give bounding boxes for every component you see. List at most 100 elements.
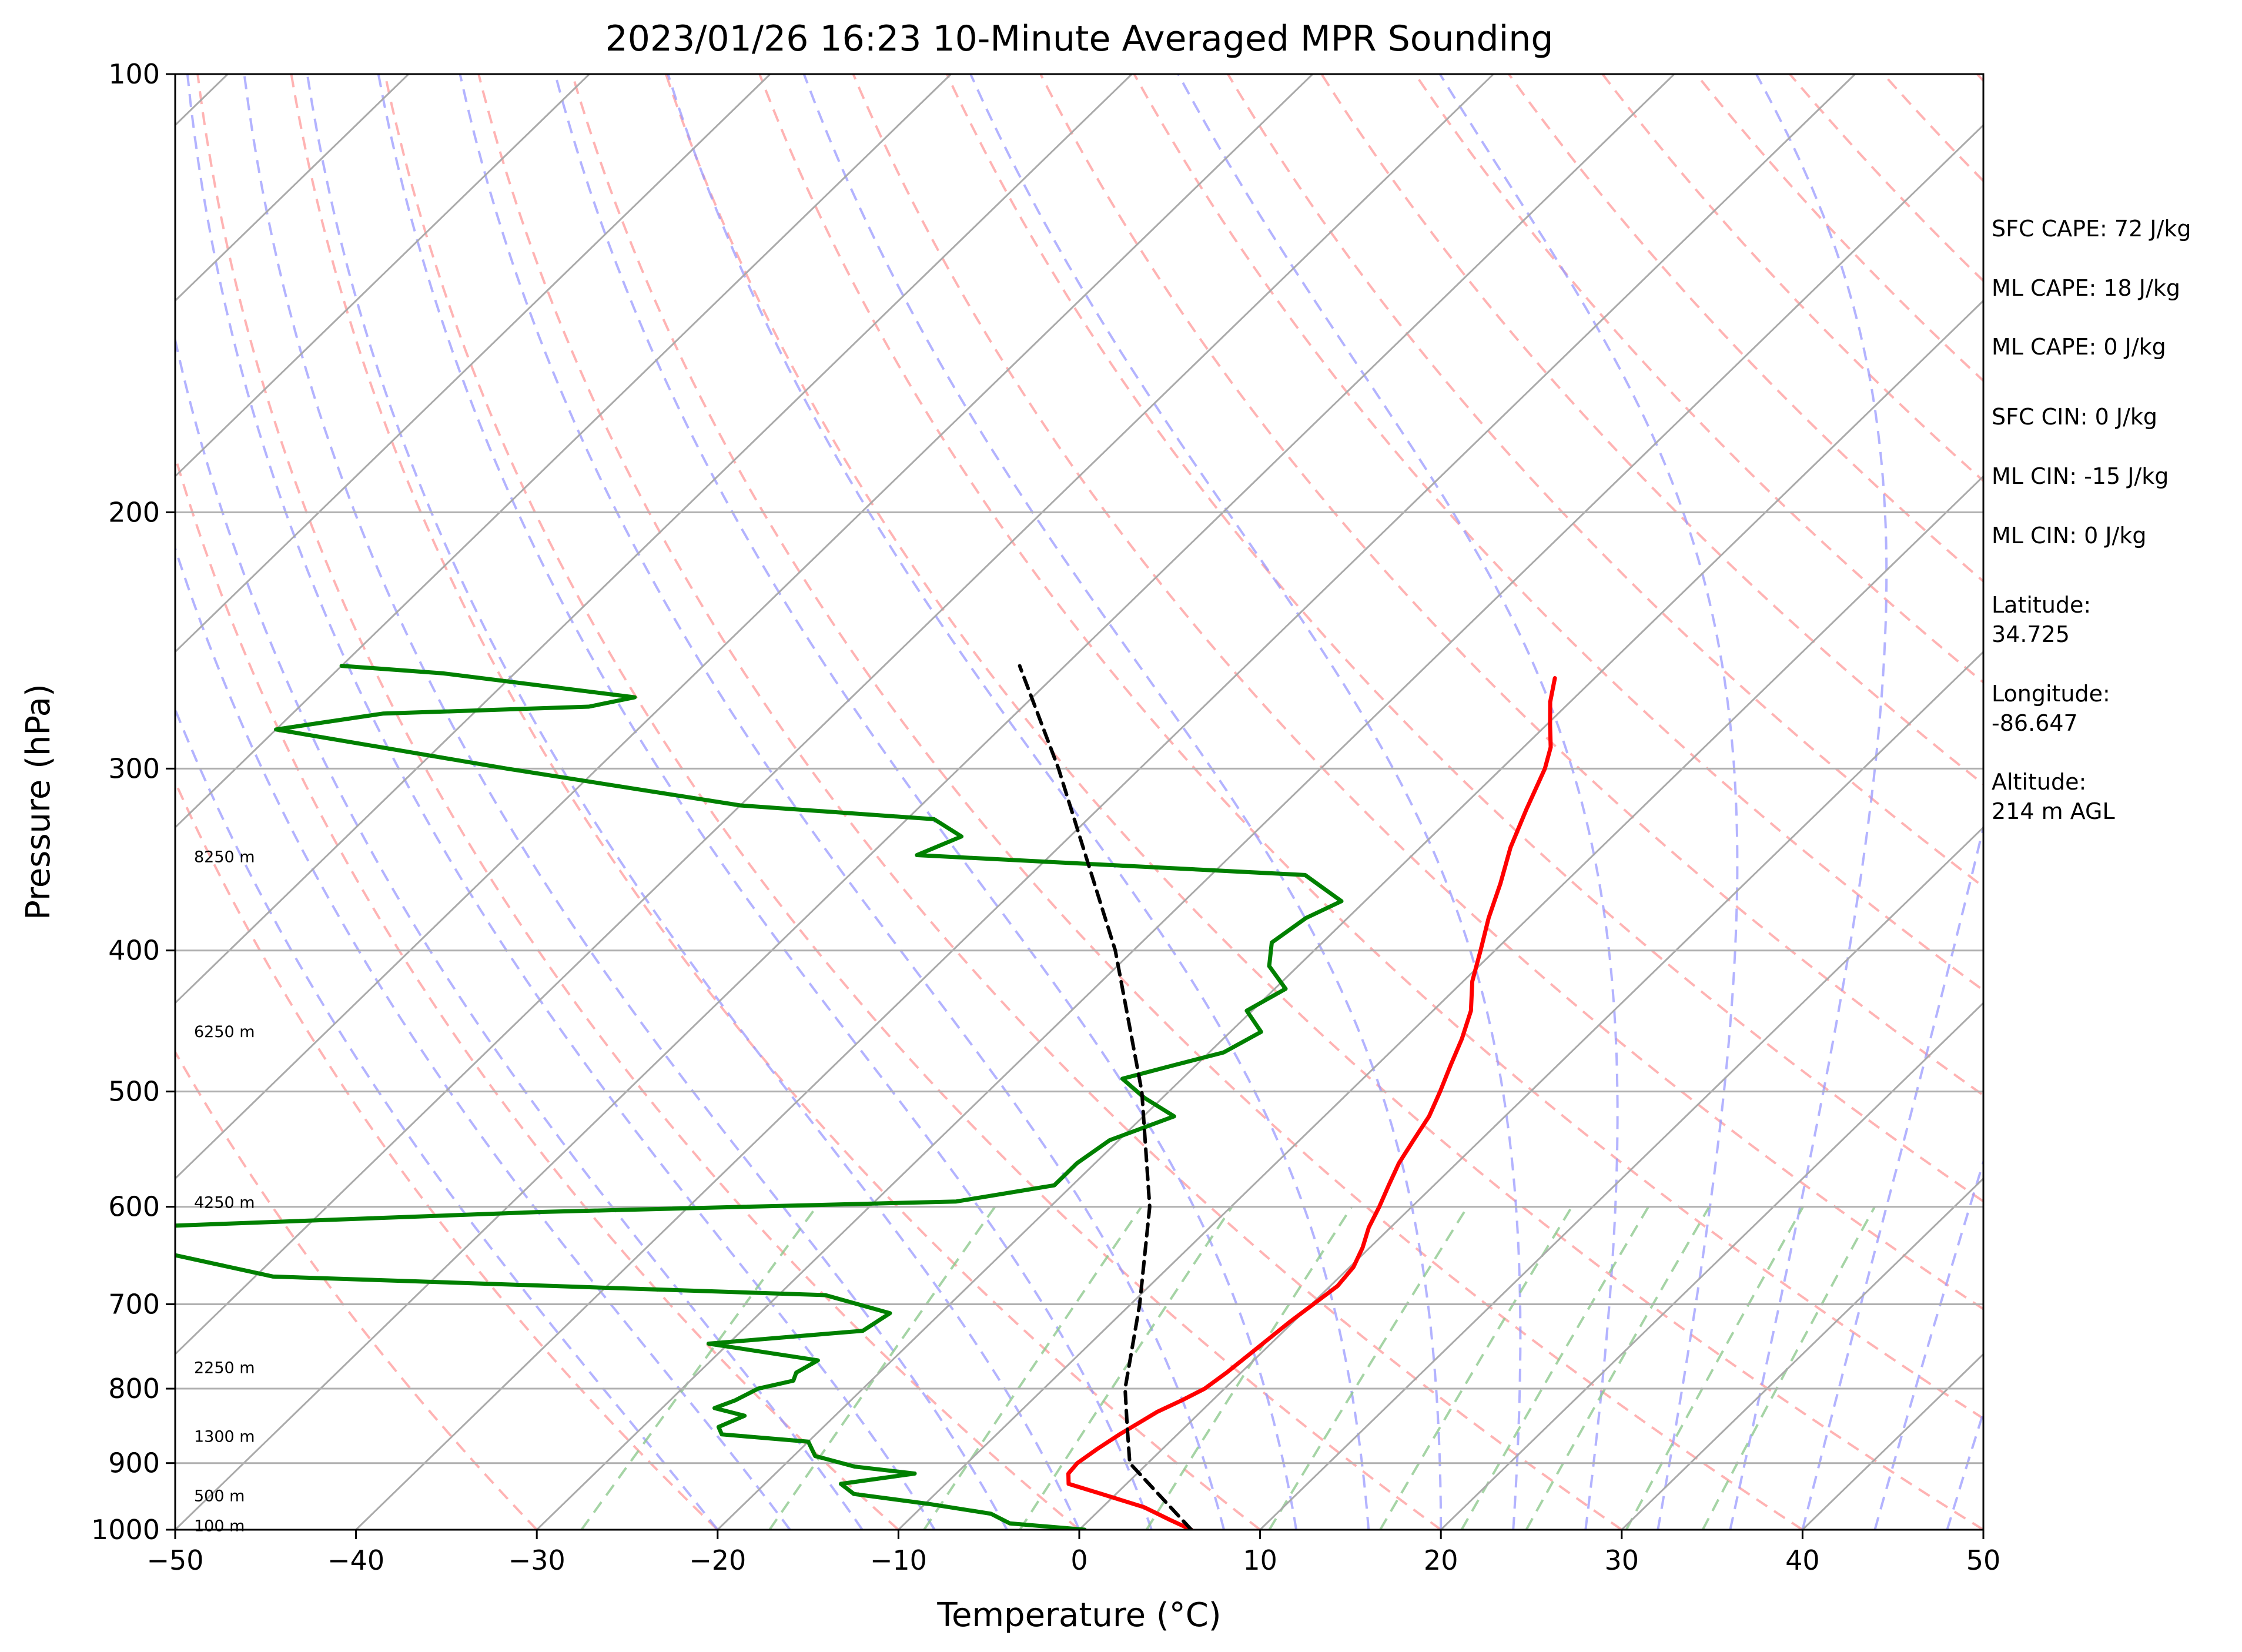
dry-adiabat bbox=[1601, 74, 1983, 483]
info-line: Longitude: bbox=[1992, 681, 2110, 707]
dry-adiabat bbox=[477, 74, 1622, 1530]
dry-adiabat bbox=[1039, 74, 1983, 1097]
mixing-ratio-line bbox=[1145, 1206, 1353, 1530]
moist-adiabat bbox=[802, 74, 1443, 1530]
height-label: 100 m bbox=[194, 1517, 245, 1536]
dry-adiabat bbox=[758, 74, 1983, 1420]
moist-adiabat bbox=[175, 706, 719, 1530]
height-label: 1300 m bbox=[194, 1428, 255, 1446]
x-tick-label: −30 bbox=[508, 1544, 565, 1576]
y-tick-label: 500 bbox=[108, 1076, 160, 1108]
profile-lines bbox=[175, 664, 1557, 1530]
info-line: SFC CAPE: 72 J/kg bbox=[1992, 216, 2191, 242]
mixing-ratio-line bbox=[1019, 1206, 1233, 1530]
dry-adiabat bbox=[1695, 74, 1983, 383]
moist-adiabat bbox=[554, 74, 1298, 1530]
height-label: 8250 m bbox=[194, 848, 255, 867]
moist-adiabat bbox=[186, 74, 936, 1530]
dry-adiabat bbox=[1133, 74, 1983, 992]
moist-adiabat bbox=[1438, 74, 1739, 1530]
y-tick-label: 700 bbox=[108, 1288, 160, 1320]
dry-adiabat bbox=[945, 74, 1983, 1203]
x-tick-label: −20 bbox=[689, 1544, 746, 1576]
isotherm-line bbox=[175, 74, 952, 829]
info-line: ML CAPE: 0 J/kg bbox=[1992, 334, 2166, 360]
dry-adiabat bbox=[1320, 74, 1983, 786]
y-axis-ticks: 100 200 300 400 500 600 700 800 900 1000 bbox=[91, 58, 175, 1546]
isotherm-line bbox=[1078, 650, 1983, 1530]
y-tick-label: 600 bbox=[108, 1191, 160, 1223]
x-tick-label: 20 bbox=[1424, 1544, 1458, 1576]
dry-adiabat bbox=[1227, 74, 1983, 888]
info-line: SFC CIN: 0 J/kg bbox=[1992, 404, 2157, 430]
dry-adiabat bbox=[175, 452, 899, 1530]
x-tick-label: −10 bbox=[870, 1544, 927, 1576]
info-line: ML CAPE: 18 J/kg bbox=[1992, 275, 2180, 301]
moist-adiabat bbox=[1729, 74, 1888, 1530]
info-line: ML CIN: 0 J/kg bbox=[1992, 523, 2146, 549]
x-axis-ticks: −50 −40 −30 −20 −10 0 10 20 30 40 50 bbox=[146, 1530, 2000, 1576]
isotherm-line bbox=[717, 299, 1983, 1530]
y-tick-label: 800 bbox=[108, 1373, 160, 1404]
dry-adiabat bbox=[852, 74, 1983, 1311]
moist-adiabat bbox=[1177, 74, 1619, 1530]
height-label: 500 m bbox=[194, 1487, 245, 1506]
info-line: 214 m AGL bbox=[1992, 798, 2115, 824]
dry-adiabat bbox=[1508, 74, 1983, 583]
x-tick-label: 30 bbox=[1605, 1544, 1639, 1576]
isotherm-line bbox=[175, 74, 1314, 1180]
y-tick-label: 400 bbox=[108, 935, 160, 967]
isotherm-line bbox=[1621, 1177, 1983, 1530]
isotherm-line bbox=[175, 74, 1133, 1005]
moist-adiabat bbox=[459, 74, 1226, 1530]
mixing-ratio-line bbox=[1525, 1206, 1711, 1530]
dry-adiabat bbox=[1414, 74, 1983, 684]
moist-adiabat bbox=[667, 74, 1370, 1530]
dry-adiabat bbox=[175, 1049, 538, 1530]
y-tick-label: 900 bbox=[108, 1447, 160, 1479]
isotherm-line bbox=[175, 74, 1494, 1356]
y-axis-title: Pressure (hPa) bbox=[19, 684, 58, 920]
y-tick-label: 200 bbox=[108, 496, 160, 528]
dry-adiabat bbox=[290, 74, 1261, 1530]
isotherm-line bbox=[175, 74, 771, 653]
x-tick-label: 40 bbox=[1785, 1544, 1820, 1576]
x-tick-label: 10 bbox=[1243, 1544, 1277, 1576]
isotherm-line bbox=[898, 475, 1983, 1530]
moist-adiabat bbox=[243, 74, 1008, 1530]
isotherm-line bbox=[1440, 1001, 1983, 1530]
y-tick-label: 300 bbox=[108, 753, 160, 784]
moist-adiabat bbox=[377, 74, 1153, 1530]
x-tick-label: 50 bbox=[1966, 1544, 2001, 1576]
chart-title: 2023/01/26 16:23 10-Minute Averaged MPR … bbox=[605, 18, 1554, 59]
x-tick-label: −40 bbox=[327, 1544, 384, 1576]
isotherm-line bbox=[536, 123, 1983, 1530]
info-line: 34.725 bbox=[1992, 621, 2070, 647]
isotherm-line bbox=[175, 74, 590, 478]
x-tick-label: −50 bbox=[146, 1544, 203, 1576]
height-label: 2250 m bbox=[194, 1359, 255, 1377]
dry-adiabat bbox=[664, 74, 1983, 1530]
mixing-ratio-line bbox=[1379, 1206, 1573, 1530]
temperature-line bbox=[1066, 676, 1557, 1530]
isobar-grid bbox=[175, 74, 1983, 1530]
parcel-line bbox=[1018, 664, 1193, 1530]
info-line: ML CIN: -15 J/kg bbox=[1992, 463, 2169, 489]
height-label: 6250 m bbox=[194, 1023, 255, 1041]
moist-adiabat bbox=[306, 74, 1080, 1530]
plot-area bbox=[175, 74, 1983, 1530]
moist-adiabat bbox=[1873, 1158, 1983, 1530]
moist-adiabat bbox=[1946, 1409, 1983, 1530]
height-label: 4250 m bbox=[194, 1194, 255, 1212]
info-line: Altitude: bbox=[1992, 769, 2086, 795]
y-tick-label: 100 bbox=[108, 58, 160, 90]
mixing-ratio-line bbox=[1268, 1206, 1469, 1530]
y-tick-label: 1000 bbox=[91, 1514, 160, 1546]
moist-adiabat bbox=[969, 74, 1522, 1530]
sounding-info-panel: SFC CAPE: 72 J/kg ML CAPE: 18 J/kg ML CAPE… bbox=[1992, 216, 2191, 824]
moist-adiabat bbox=[175, 544, 791, 1530]
height-labels: 100 m 500 m 1300 m 2250 m 4250 m 6250 m 8250 m bbox=[194, 848, 255, 1536]
moist-adiabat bbox=[1801, 822, 1983, 1530]
moist-adiabat bbox=[175, 335, 864, 1530]
